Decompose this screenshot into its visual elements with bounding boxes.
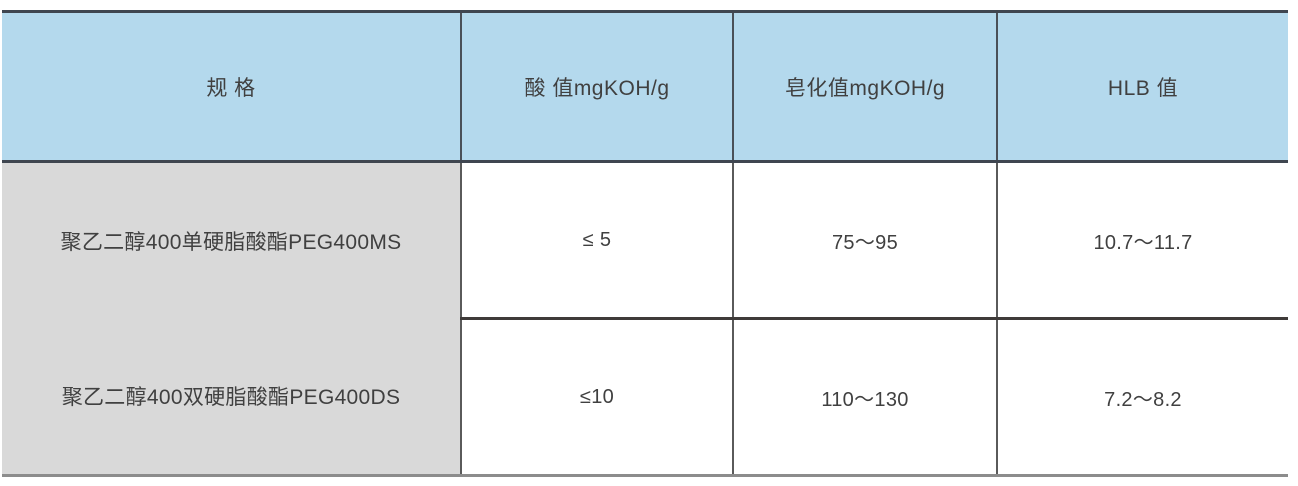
table-row: 聚乙二醇400双硬脂酸酯PEG400DS ≤10 110～130 7.2～8.2 [2,318,1288,477]
cell-spec-name: 聚乙二醇400单硬脂酸酯PEG400MS [2,161,462,319]
cell-hlb-value: 10.7～11.7 [997,161,1288,320]
cell-acid-value: ≤10 [461,318,734,477]
table-body: 聚乙二醇400单硬脂酸酯PEG400MS ≤ 5 75～95 10.7～11.7… [2,161,1288,477]
column-header-hlb-value: HLB 值 [997,10,1288,163]
cell-acid-value: ≤ 5 [461,161,734,320]
table-row: 聚乙二醇400单硬脂酸酯PEG400MS ≤ 5 75～95 10.7～11.7 [2,161,1288,320]
specification-table: 规 格 酸 值mgKOH/g 皂化值mgKOH/g HLB 值 聚乙二醇400单… [2,10,1288,477]
table-header: 规 格 酸 值mgKOH/g 皂化值mgKOH/g HLB 值 [2,10,1288,163]
column-header-spec: 规 格 [2,10,462,163]
cell-hlb-value: 7.2～8.2 [997,318,1288,477]
column-header-acid-value: 酸 值mgKOH/g [461,10,734,163]
column-header-saponification-value: 皂化值mgKOH/g [733,10,998,163]
cell-saponification-value: 75～95 [733,161,998,320]
header-row: 规 格 酸 值mgKOH/g 皂化值mgKOH/g HLB 值 [2,10,1288,163]
cell-spec-name: 聚乙二醇400双硬脂酸酯PEG400DS [2,318,462,477]
cell-saponification-value: 110～130 [733,318,998,477]
